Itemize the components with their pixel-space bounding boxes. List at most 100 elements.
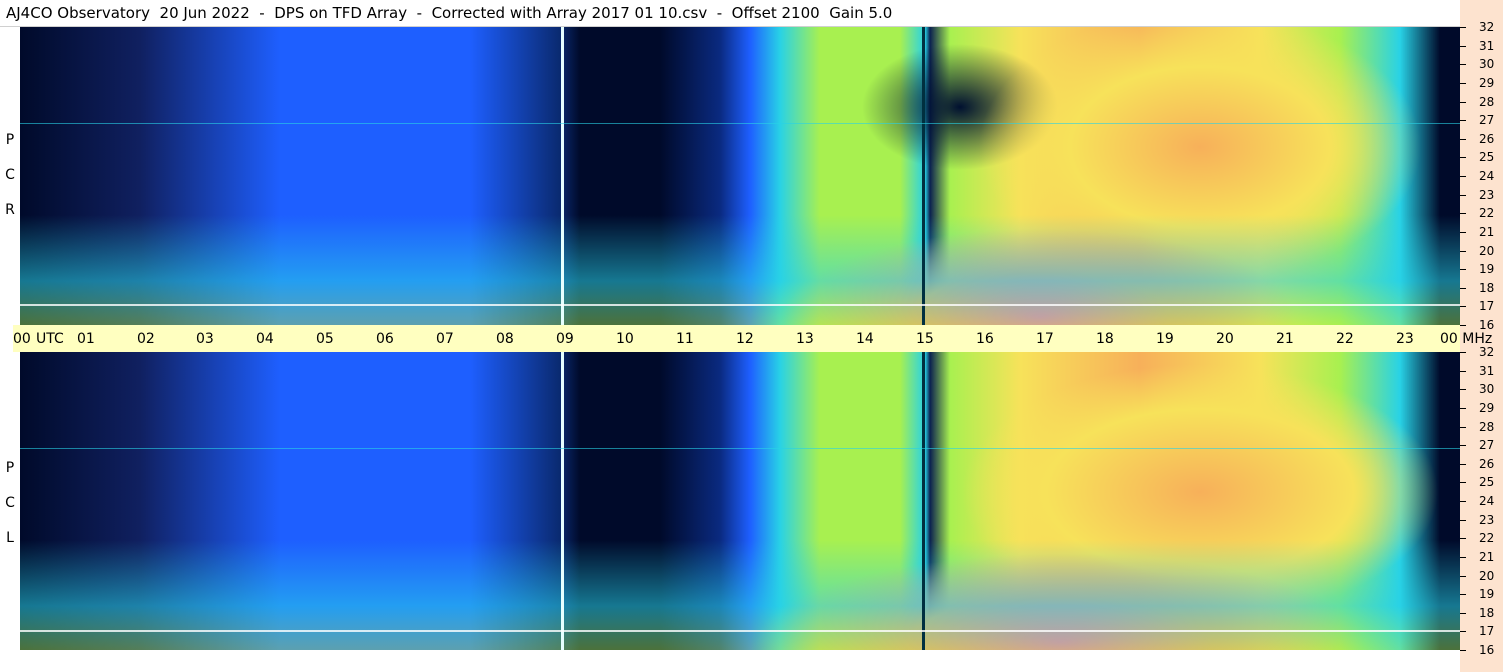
frequency-tick (1460, 408, 1466, 409)
time-tick-label: 17 (1036, 331, 1054, 347)
marker-line-15 (922, 352, 925, 650)
frequency-tick (1460, 594, 1466, 595)
frequency-tick-label: 28 (1479, 95, 1495, 109)
interference-line (20, 448, 1460, 449)
frequency-tick (1460, 120, 1466, 121)
frequency-tick-label: 27 (1479, 438, 1495, 452)
time-tick-label: 00 (13, 331, 31, 347)
frequency-tick (1460, 139, 1466, 140)
frequency-tick-label: 22 (1479, 206, 1495, 220)
title-bar (0, 0, 1503, 27)
frequency-tick-label: 29 (1479, 401, 1495, 415)
panel-label-letter: L (6, 530, 14, 546)
frequency-tick-label: 21 (1479, 225, 1495, 239)
frequency-tick (1460, 325, 1466, 326)
time-axis (13, 325, 1473, 352)
frequency-tick-label: 17 (1479, 624, 1495, 638)
frequency-tick (1460, 306, 1466, 307)
frequency-tick-label: 22 (1479, 531, 1495, 545)
frequency-tick (1460, 288, 1466, 289)
time-tick-label: 19 (1156, 331, 1174, 347)
frequency-tick (1460, 631, 1466, 632)
frequency-tick-label: 26 (1479, 132, 1495, 146)
frequency-tick-label: 24 (1479, 169, 1495, 183)
frequency-tick (1460, 102, 1466, 103)
frequency-tick (1460, 501, 1466, 502)
frequency-tick (1460, 427, 1466, 428)
frequency-tick (1460, 195, 1466, 196)
frequency-tick (1460, 269, 1466, 270)
interference-line (20, 304, 1460, 306)
frequency-tick-label: 32 (1479, 20, 1495, 34)
frequency-tick-label: 28 (1479, 420, 1495, 434)
frequency-tick-label: 26 (1479, 457, 1495, 471)
time-tick-label: 23 (1396, 331, 1414, 347)
time-tick-label: 11 (676, 331, 694, 347)
panel-label-letter: P (5, 460, 15, 476)
time-tick-label: 22 (1336, 331, 1354, 347)
panel-label-letter: C (5, 495, 15, 511)
time-tick-label: 20 (1216, 331, 1234, 347)
frequency-tick (1460, 482, 1466, 483)
time-tick-label: 16 (976, 331, 994, 347)
time-tick-label: 05 (316, 331, 334, 347)
frequency-tick-label: 24 (1479, 494, 1495, 508)
frequency-tick-label: 21 (1479, 550, 1495, 564)
low-freq-band (20, 215, 1460, 325)
time-tick-label: 12 (736, 331, 754, 347)
spectrogram-rcp (20, 27, 1460, 325)
frequency-tick (1460, 157, 1466, 158)
frequency-tick (1460, 613, 1466, 614)
panel-label-letter: P (5, 132, 15, 148)
frequency-tick (1460, 251, 1466, 252)
low-freq-band (20, 540, 1460, 650)
frequency-tick-label: 18 (1479, 281, 1495, 295)
frequency-tick-label: 16 (1479, 643, 1495, 657)
frequency-tick (1460, 213, 1466, 214)
frequency-tick-label: 20 (1479, 569, 1495, 583)
time-tick-label: 09 (556, 331, 574, 347)
time-tick-label: 01 (77, 331, 95, 347)
time-tick-label: 18 (1096, 331, 1114, 347)
interference-line (20, 630, 1460, 632)
time-tick-label: 13 (796, 331, 814, 347)
frequency-tick-label: 29 (1479, 76, 1495, 90)
frequency-axis (1460, 0, 1503, 672)
time-tick-label: 14 (856, 331, 874, 347)
spectrogram-lcp (20, 352, 1460, 650)
frequency-tick-label: 31 (1479, 39, 1495, 53)
frequency-tick (1460, 352, 1466, 353)
frequency-tick (1460, 520, 1466, 521)
frequency-tick (1460, 46, 1466, 47)
frequency-tick (1460, 557, 1466, 558)
panel-label-letter: C (5, 167, 15, 183)
frequency-tick-label: 23 (1479, 513, 1495, 527)
time-tick-label: 04 (256, 331, 274, 347)
frequency-tick-label: 25 (1479, 475, 1495, 489)
frequency-tick (1460, 389, 1466, 390)
frequency-tick-label: 20 (1479, 244, 1495, 258)
frequency-tick-label: 32 (1479, 345, 1495, 359)
frequency-tick (1460, 464, 1466, 465)
frequency-tick-label: 27 (1479, 113, 1495, 127)
frequency-tick (1460, 371, 1466, 372)
time-tick-label: 00 MHz (1440, 331, 1493, 347)
frequency-tick-label: 19 (1479, 262, 1495, 276)
frequency-tick-label: 18 (1479, 606, 1495, 620)
frequency-tick-label: 30 (1479, 57, 1495, 71)
time-tick-label: 07 (436, 331, 454, 347)
frequency-tick (1460, 232, 1466, 233)
frequency-tick-label: 31 (1479, 364, 1495, 378)
frequency-tick-label: 23 (1479, 188, 1495, 202)
frequency-tick (1460, 445, 1466, 446)
frequency-tick (1460, 576, 1466, 577)
frequency-tick-label: 17 (1479, 299, 1495, 313)
time-tick-label: 10 (616, 331, 634, 347)
frequency-tick-label: 30 (1479, 382, 1495, 396)
frequency-tick (1460, 83, 1466, 84)
panel-label-letter: R (5, 202, 15, 218)
frequency-tick (1460, 176, 1466, 177)
frequency-tick-label: 16 (1479, 318, 1495, 332)
time-tick-label: UTC (36, 331, 64, 347)
time-tick-label: 08 (496, 331, 514, 347)
